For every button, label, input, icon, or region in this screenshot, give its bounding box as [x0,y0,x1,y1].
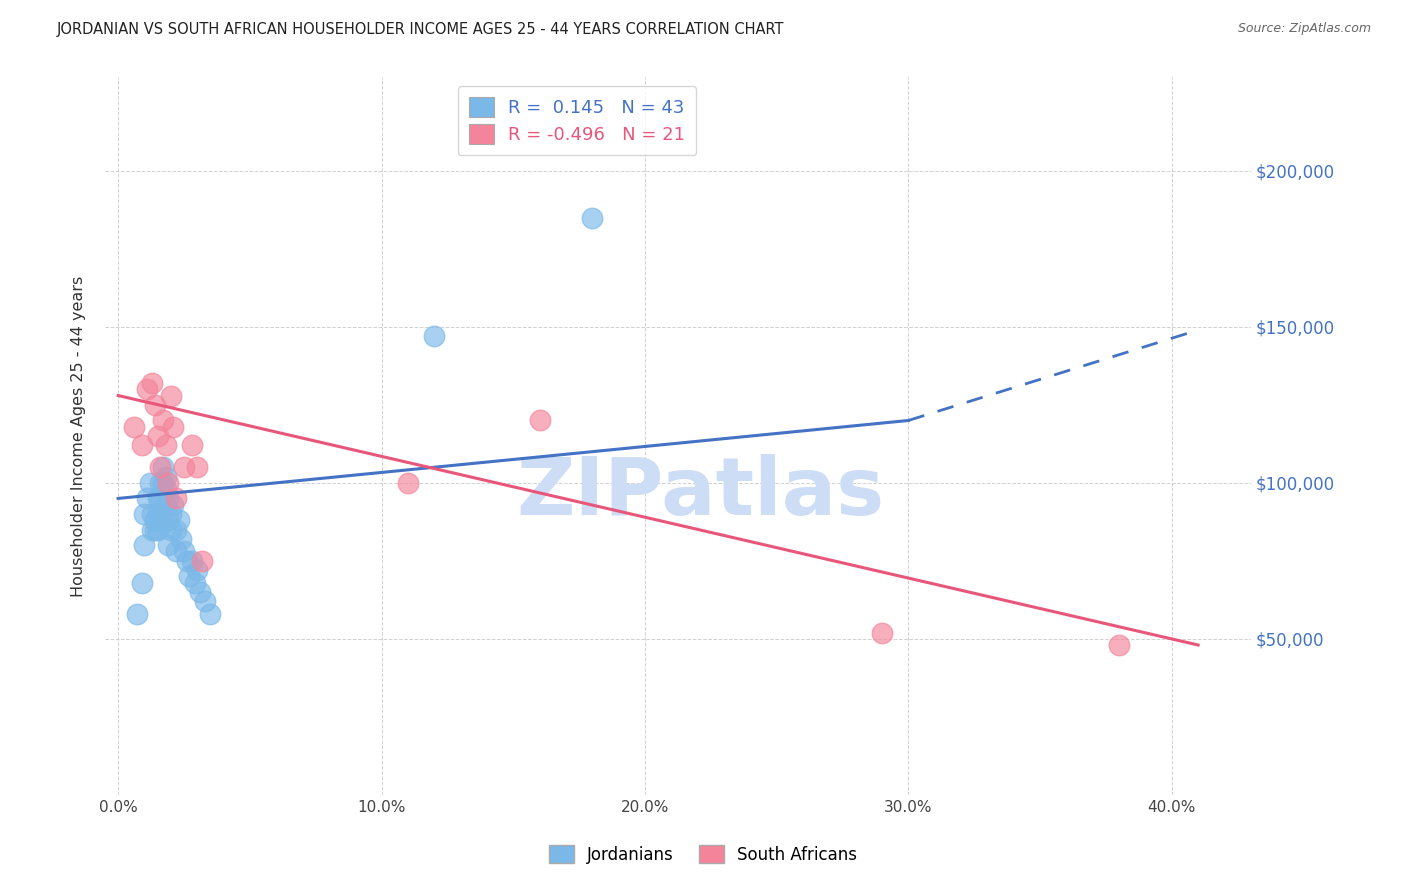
Point [141,507,163,521]
Text: ZIPatlas: ZIPatlas [516,454,884,533]
Point [160,523,183,537]
Point [155,482,177,496]
Point [155,469,177,483]
Point [152,460,174,475]
Text: Source: ZipAtlas.com: Source: ZipAtlas.com [1237,22,1371,36]
Point [139,475,162,490]
Point [157,513,180,527]
Point [173,544,195,558]
Point [529,413,551,427]
Point [141,523,163,537]
Point [131,575,153,590]
Point [157,538,180,552]
Point [146,507,169,521]
Point [179,569,201,583]
Y-axis label: Householder Income Ages 25 - 44 years: Householder Income Ages 25 - 44 years [72,276,86,597]
Point [143,523,166,537]
Point [155,438,177,452]
Point [134,507,156,521]
Point [165,544,187,558]
Point [191,554,214,568]
Point [180,438,202,452]
Point [157,491,180,506]
Point [152,413,174,427]
Point [165,523,187,537]
Point [152,500,174,515]
Point [165,491,187,506]
Point [143,513,166,527]
Point [581,211,603,225]
Point [125,607,148,621]
Point [149,513,172,527]
Point [122,419,145,434]
Point [155,498,177,512]
Point [141,376,163,390]
Point [183,575,205,590]
Point [162,419,184,434]
Point [136,382,159,396]
Point [149,475,172,490]
Point [186,460,208,475]
Point [143,398,166,412]
Point [167,513,190,527]
Point [157,475,180,490]
Point [160,388,183,402]
Point [200,607,222,621]
Point [149,491,172,506]
Point [160,507,183,521]
Point [134,538,156,552]
Point [146,491,169,506]
Point [149,460,172,475]
Point [146,523,169,537]
Point [152,475,174,490]
Legend: Jordanians, South Africans: Jordanians, South Africans [543,838,863,871]
Point [162,498,184,512]
Text: JORDANIAN VS SOUTH AFRICAN HOUSEHOLDER INCOME AGES 25 - 44 YEARS CORRELATION CHA: JORDANIAN VS SOUTH AFRICAN HOUSEHOLDER I… [56,22,783,37]
Point [170,532,193,546]
Point [194,594,217,608]
Point [180,554,202,568]
Point [186,563,208,577]
Point [136,491,159,506]
Legend: R =  0.145   N = 43, R = -0.496   N = 21: R = 0.145 N = 43, R = -0.496 N = 21 [458,87,696,155]
Point [146,429,169,443]
Point [423,329,446,343]
Point [173,460,195,475]
Point [870,625,893,640]
Point [188,585,211,599]
Point [131,438,153,452]
Point [176,554,198,568]
Point [396,475,419,490]
Point [1108,638,1130,652]
